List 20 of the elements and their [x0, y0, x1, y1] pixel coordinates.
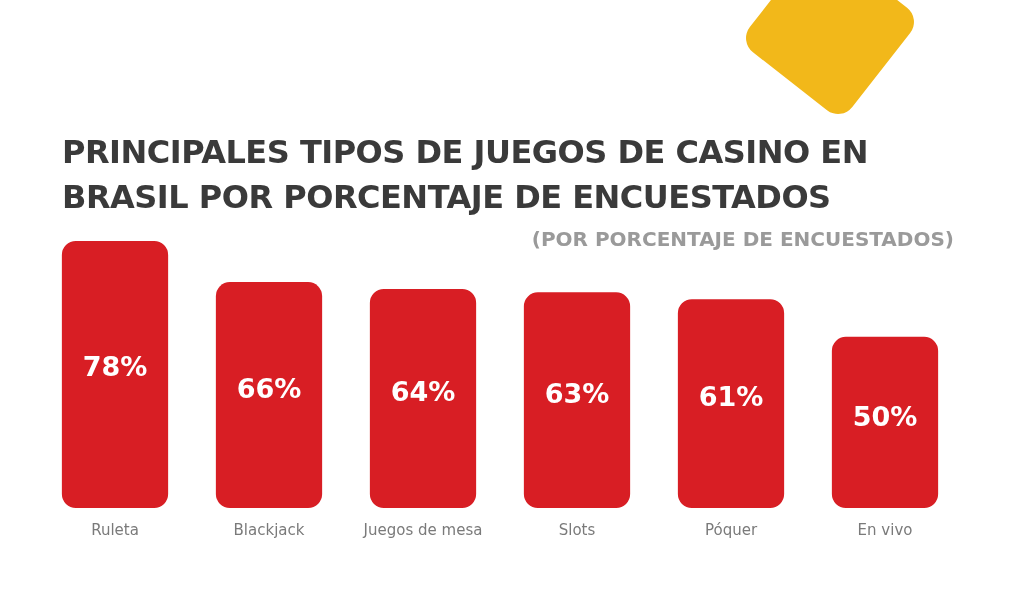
bar	[523, 292, 631, 508]
bar	[369, 288, 477, 508]
x-tick-label: Juegos de mesa	[362, 520, 483, 539]
data-label: 61%	[698, 381, 764, 413]
bar	[61, 241, 169, 508]
data-label: 63%	[544, 377, 610, 409]
x-tick-label: Ruleta	[91, 520, 139, 539]
bar	[677, 299, 785, 508]
x-tick-label: En vivo	[857, 520, 913, 539]
x-tick-label: Slots	[558, 520, 596, 539]
data-label: 66%	[236, 372, 302, 404]
chart-subtitle: (POR PORCENTAJE DE ENCUESTADOS)	[531, 227, 954, 251]
data-label: 64%	[390, 376, 456, 408]
x-tick-label: Póquer	[704, 520, 758, 539]
chart-title: PRINCIPALES TIPOS DE JUEGOS DE CASINO EN BRASIL POR PORCENTAJE DE ENCUESTADOS	[62, 132, 869, 218]
bar	[215, 282, 323, 508]
bar	[831, 336, 939, 508]
data-label: 50%	[852, 401, 918, 433]
x-tick-label: Blackjack	[233, 520, 305, 539]
data-label: 78%	[82, 351, 148, 383]
